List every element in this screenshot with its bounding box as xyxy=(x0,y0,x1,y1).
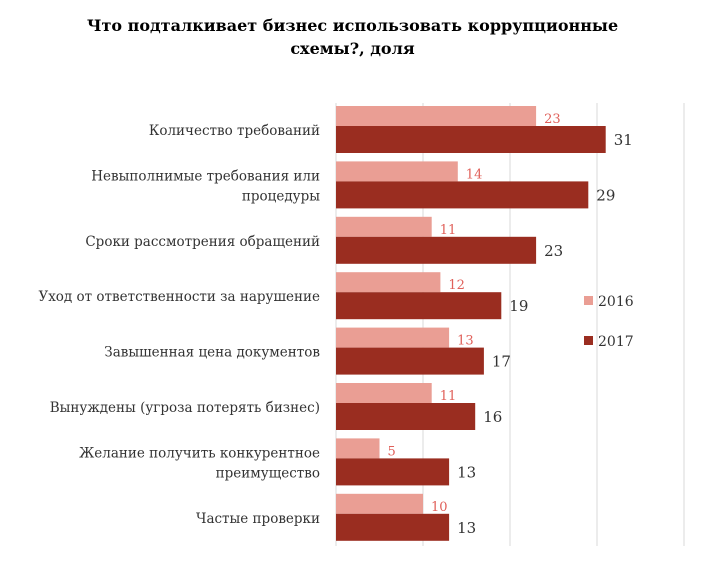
chart-title: Что подталкивает бизнес использовать кор… xyxy=(0,14,705,60)
bar-2017 xyxy=(336,236,537,264)
data-label-2016: 12 xyxy=(448,278,465,293)
legend-label-2017: 2017 xyxy=(598,334,634,350)
bar-2016 xyxy=(336,272,441,293)
data-label-2017: 16 xyxy=(483,408,502,426)
category-label: Частые проверки xyxy=(196,511,320,527)
chart-title-line: схемы?, доля xyxy=(290,39,415,58)
category-label: Уход от ответственности за нарушение xyxy=(38,289,320,305)
bar-2017 xyxy=(336,347,484,375)
bar-2017 xyxy=(336,513,450,541)
data-label-2016: 14 xyxy=(466,167,483,182)
bar-2017 xyxy=(336,181,589,209)
category-label: Количество требований xyxy=(149,123,320,139)
category-label: преимущество xyxy=(216,465,320,481)
data-label-2017: 31 xyxy=(614,131,633,149)
data-label-2016: 10 xyxy=(431,500,448,515)
data-label-2017: 13 xyxy=(457,463,476,481)
legend-swatch-2016 xyxy=(584,296,593,305)
data-label-2017: 29 xyxy=(596,186,615,204)
data-label-2016: 5 xyxy=(388,444,396,459)
category-label: Вынуждены (угроза потерять бизнес) xyxy=(50,400,320,416)
bar-2016 xyxy=(336,383,432,403)
bar-2016 xyxy=(336,493,423,514)
bar-2017 xyxy=(336,458,450,486)
bar-2017 xyxy=(336,292,502,320)
data-label-2016: 23 xyxy=(544,112,561,127)
category-label: Желание получить конкурентное xyxy=(79,445,320,461)
data-label-2017: 23 xyxy=(544,242,563,260)
legend-swatch-2017 xyxy=(584,336,593,345)
data-label-2017: 19 xyxy=(509,297,528,315)
category-label: Невыполнимые требования или xyxy=(91,168,320,184)
bar-2016 xyxy=(336,161,458,182)
category-label: процедуры xyxy=(242,188,320,204)
bar-2017 xyxy=(336,403,476,430)
bar-2016 xyxy=(336,438,380,459)
bar-2016 xyxy=(336,216,432,237)
data-label-2016: 11 xyxy=(440,389,457,404)
data-label-2017: 13 xyxy=(457,519,476,537)
data-label-2016: 11 xyxy=(440,223,457,238)
category-label: Завышенная цена документов xyxy=(104,345,320,361)
legend-label-2016: 2016 xyxy=(598,294,634,310)
chart-title-line: Что подталкивает бизнес использовать кор… xyxy=(86,16,619,35)
data-label-2016: 13 xyxy=(457,334,474,349)
bar-2017 xyxy=(336,126,606,153)
bar-2016 xyxy=(336,106,537,126)
category-label: Сроки рассмотрения обращений xyxy=(85,234,320,250)
bar-2016 xyxy=(336,327,450,348)
data-label-2017: 17 xyxy=(492,353,511,371)
